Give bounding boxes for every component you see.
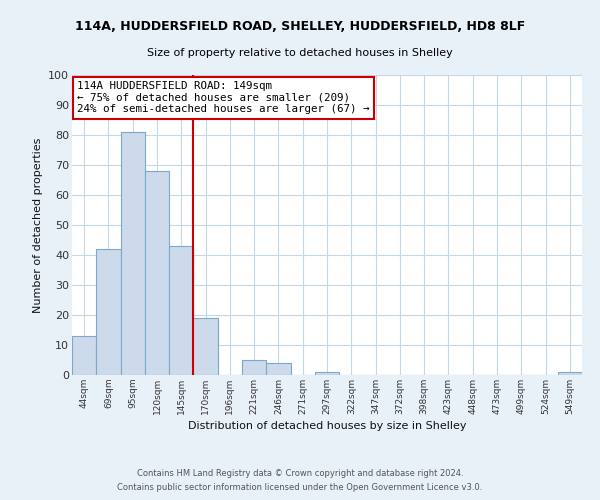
Bar: [315, 372, 339, 375]
Bar: [266, 363, 290, 375]
Text: 114A HUDDERSFIELD ROAD: 149sqm
← 75% of detached houses are smaller (209)
24% of: 114A HUDDERSFIELD ROAD: 149sqm ← 75% of …: [77, 81, 370, 114]
Bar: [145, 171, 169, 375]
Bar: [169, 246, 193, 375]
Text: Contains HM Land Registry data © Crown copyright and database right 2024.: Contains HM Land Registry data © Crown c…: [137, 468, 463, 477]
Y-axis label: Number of detached properties: Number of detached properties: [32, 138, 43, 312]
Bar: [193, 318, 218, 375]
Bar: [242, 360, 266, 375]
Bar: [72, 336, 96, 375]
Text: Size of property relative to detached houses in Shelley: Size of property relative to detached ho…: [147, 48, 453, 58]
Bar: [558, 372, 582, 375]
Text: 114A, HUDDERSFIELD ROAD, SHELLEY, HUDDERSFIELD, HD8 8LF: 114A, HUDDERSFIELD ROAD, SHELLEY, HUDDER…: [75, 20, 525, 33]
X-axis label: Distribution of detached houses by size in Shelley: Distribution of detached houses by size …: [188, 421, 466, 431]
Bar: [96, 249, 121, 375]
Text: Contains public sector information licensed under the Open Government Licence v3: Contains public sector information licen…: [118, 484, 482, 492]
Bar: [121, 132, 145, 375]
